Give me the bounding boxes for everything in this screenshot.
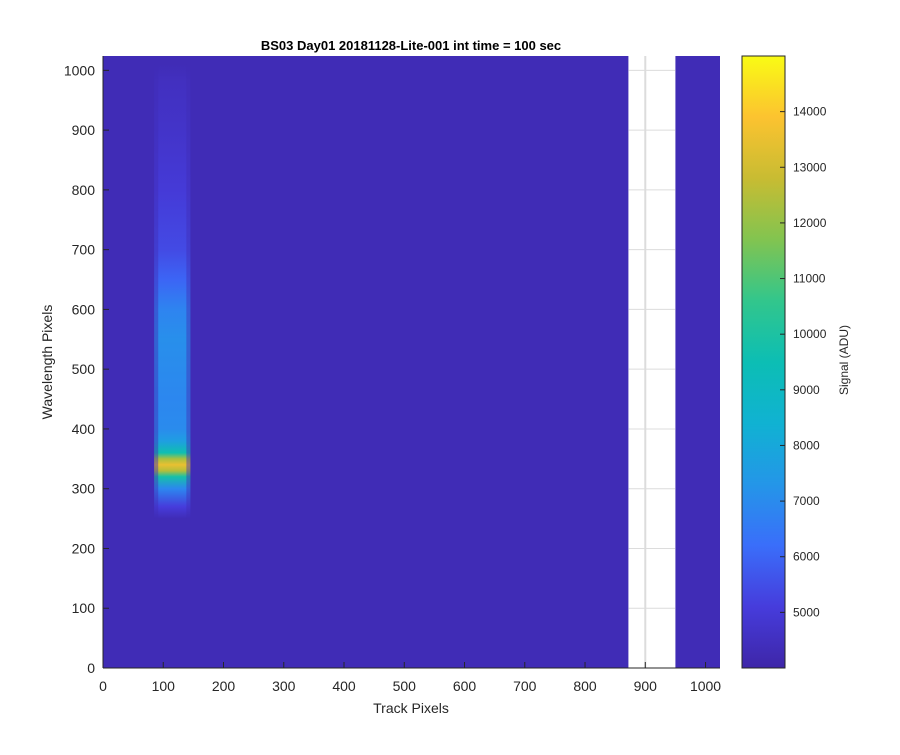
colorbar-tick-label: 10000	[793, 327, 827, 341]
plot-area: 0 100 200 300 400 500 600 700 800 900 1000 0 100 200 3…	[64, 56, 721, 694]
colorbar: 5000 6000 7000 8000 9000 10000 11000 12000 13000…	[741, 55, 827, 669]
colorbar-label: Signal (ADU)	[837, 325, 851, 395]
colorbar-tick-label: 13000	[793, 160, 827, 174]
missing-data-region	[628, 56, 676, 668]
y-tick-label: 500	[72, 361, 96, 377]
axes: 0 100 200 300 400 500 600 700 800 900 1000 0 100 200 3…	[64, 56, 721, 694]
x-tick-label: 800	[573, 678, 597, 694]
y-tick-label: 300	[72, 481, 96, 497]
signal-band-left-edge	[154, 64, 159, 519]
y-tick-label: 600	[72, 301, 96, 317]
x-tick-label: 500	[393, 678, 417, 694]
x-tick-label: 100	[152, 678, 176, 694]
x-tick-label: 700	[513, 678, 537, 694]
heatmap-background	[103, 56, 720, 668]
colorbar-tick-label: 14000	[793, 105, 827, 119]
y-tick-label: 1000	[64, 62, 95, 78]
y-tick-label: 200	[72, 540, 96, 556]
x-tick-label: 300	[272, 678, 296, 694]
colorbar-tick-label: 8000	[793, 438, 820, 452]
colorbar-tick-label: 9000	[793, 383, 820, 397]
colorbar-tick-label: 11000	[793, 272, 826, 286]
y-tick-label: 900	[72, 122, 96, 138]
y-tick-label: 400	[72, 421, 96, 437]
x-tick-label: 600	[453, 678, 477, 694]
x-tick-label: 200	[212, 678, 236, 694]
y-tick-label: 800	[72, 182, 96, 198]
signal-band-right-edge	[186, 64, 191, 519]
y-axis-label: Wavelength Pixels	[39, 305, 55, 420]
y-tick-label: 700	[72, 242, 96, 258]
signal-band	[154, 64, 191, 519]
colorbar-gradient	[741, 55, 786, 669]
x-tick-label: 0	[99, 678, 107, 694]
x-tick-label: 1000	[690, 678, 721, 694]
colorbar-tick-label: 7000	[793, 494, 820, 508]
y-tick-label: 0	[87, 660, 95, 676]
x-axis-label: Track Pixels	[373, 700, 449, 716]
x-tick-label: 900	[634, 678, 658, 694]
chart-title: BS03 Day01 20181128-Lite-001 int time = …	[261, 38, 561, 53]
colorbar-tick-label: 5000	[793, 605, 820, 619]
colorbar-tick-label: 12000	[793, 216, 827, 230]
colorbar-tick-label: 6000	[793, 550, 820, 564]
y-tick-label: 100	[72, 600, 96, 616]
x-tick-label: 400	[332, 678, 356, 694]
